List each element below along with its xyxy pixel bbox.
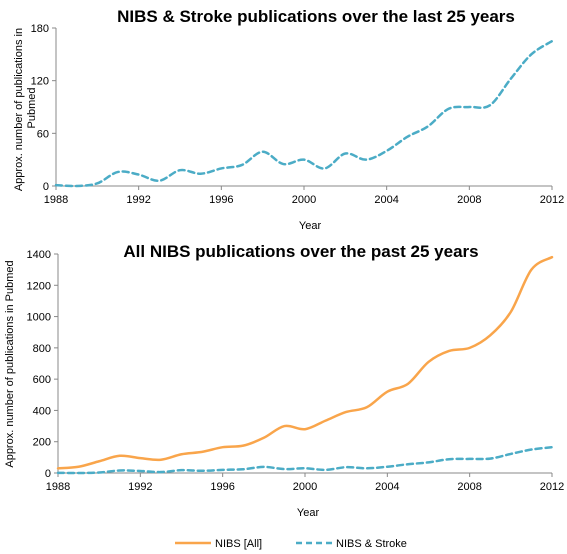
chart-bottom-ticks: 0 200 400 600 800 1000 1200 1400 1988 1992 1996 200… — [27, 249, 565, 493]
chart-top-title: NIBS & Stroke publications over the last… — [117, 7, 515, 26]
chart-bottom-x-tick-label: 1996 — [210, 481, 234, 493]
chart-top-series-line-nibs-stroke — [54, 39, 554, 188]
chart-top-y-tick-label: 60 — [37, 128, 49, 140]
chart-bottom-x-tick-label: 2012 — [540, 481, 564, 493]
chart-top-ylabel-line2: Pubmed — [26, 88, 38, 129]
chart-top-ylabel-line1: Approx. number of publications in — [13, 28, 25, 191]
chart-top-x-tick-label: 1992 — [126, 194, 150, 206]
legend: NIBS [All] NIBS & Stroke — [175, 538, 407, 550]
chart-bottom-y-tick-label: 1000 — [27, 312, 51, 324]
chart-top-x-tick-label: 1988 — [44, 194, 68, 206]
chart-bottom-y-tick-label: 1400 — [27, 249, 51, 261]
chart-top-ylabel: Approx. number of publications in Pubmed — [13, 25, 38, 191]
chart-bottom-axes — [54, 253, 553, 477]
chart-bottom-y-tick-label: 600 — [33, 374, 51, 386]
chart-top-x-tick-label: 2012 — [540, 194, 564, 206]
chart-bottom-series — [56, 255, 554, 475]
chart-bottom-x-tick-label: 2000 — [293, 481, 317, 493]
chart-bottom-y-tick-label: 200 — [33, 437, 51, 449]
chart-bottom-x-tick-label: 1992 — [128, 481, 152, 493]
chart-top-axes — [52, 27, 553, 190]
chart-bottom-series-line-nibs-all — [56, 255, 554, 470]
legend-label: NIBS [All] — [215, 538, 262, 550]
chart-bottom-series-line-nibs-stroke — [56, 445, 554, 475]
chart-top: NIBS & Stroke publications over the last… — [13, 7, 564, 232]
chart-bottom-xlabel: Year — [297, 507, 320, 519]
chart-top-x-tick-label: 2000 — [292, 194, 316, 206]
legend-label: NIBS & Stroke — [336, 538, 407, 550]
chart-top-x-tick-label: 2008 — [457, 194, 481, 206]
chart-bottom: All NIBS publications over the past 25 y… — [4, 242, 564, 519]
chart-bottom-title: All NIBS publications over the past 25 y… — [123, 242, 478, 261]
chart-top-x-tick-label: 2004 — [374, 194, 398, 206]
chart-top-y-tick-label: 180 — [31, 23, 49, 35]
chart-bottom-ylabel: Approx. number of publications in Pubmed — [4, 260, 16, 467]
chart-top-y-tick-label: 0 — [43, 181, 49, 193]
chart-top-series — [54, 39, 554, 188]
chart-bottom-y-tick-label: 0 — [45, 468, 51, 480]
chart-bottom-x-tick-label: 1988 — [46, 481, 70, 493]
chart-bottom-y-tick-label: 800 — [33, 343, 51, 355]
chart-bottom-x-tick-label: 2004 — [375, 481, 399, 493]
chart-bottom-y-tick-label: 400 — [33, 405, 51, 417]
chart-bottom-x-tick-label: 2008 — [457, 481, 481, 493]
chart-top-y-tick-label: 120 — [31, 76, 49, 88]
chart-top-ticks: 0 60 120 180 1988 1992 1996 2000 2004 2008 2012 — [31, 23, 565, 206]
chart-top-xlabel: Year — [299, 220, 322, 232]
chart-top-x-tick-label: 1996 — [209, 194, 233, 206]
chart-bottom-y-tick-label: 1200 — [27, 280, 51, 292]
